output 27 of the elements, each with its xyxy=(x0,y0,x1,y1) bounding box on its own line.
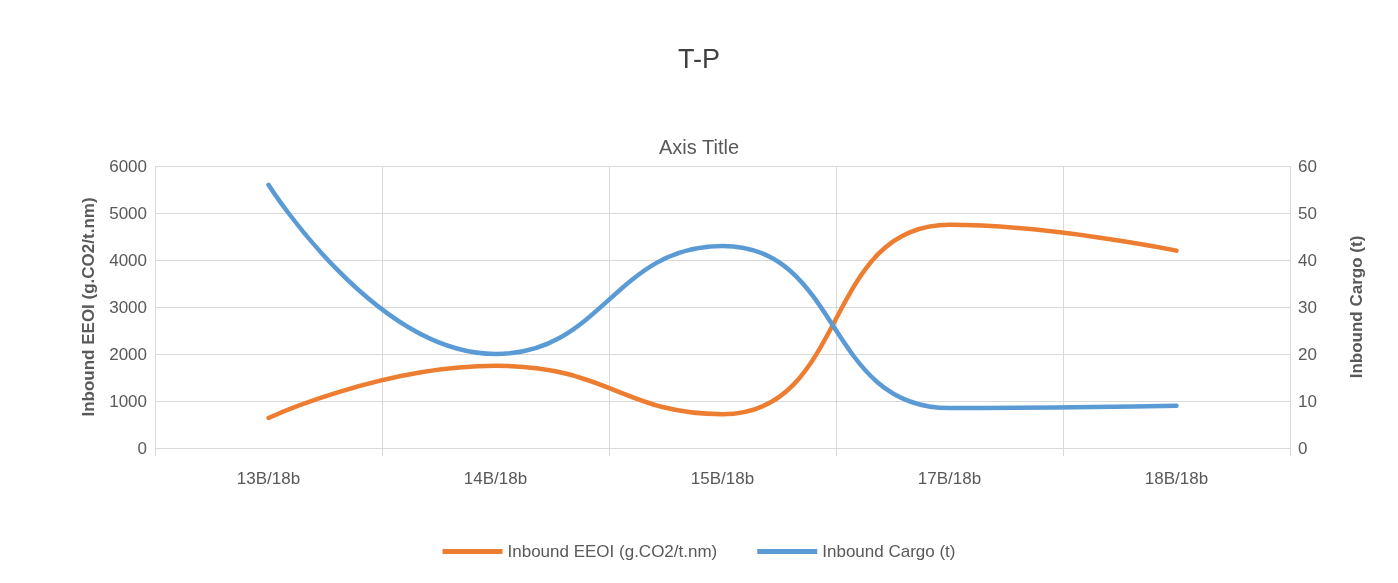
y-tick-label: 5000 xyxy=(109,203,147,223)
x-tick-label: 14B/18b xyxy=(463,469,528,488)
y-tick-label: 3000 xyxy=(109,297,147,317)
legend-label: Inbound EEOI (g.CO2/t.nm) xyxy=(507,542,718,561)
y2-tick-label: 40 xyxy=(1298,250,1317,270)
x-axis-title: Axis Title xyxy=(658,136,740,158)
y2-tick-label: 20 xyxy=(1298,344,1317,364)
x-tick-label: 15B/18b xyxy=(690,469,755,488)
y-tick-label: 6000 xyxy=(109,156,147,176)
legend-label: Inbound Cargo (t) xyxy=(822,542,956,561)
y-tick-label: 1000 xyxy=(109,391,147,411)
y2-tick-label: 60 xyxy=(1298,156,1317,176)
chart-title: T-P xyxy=(677,43,721,74)
y2-tick-label: 10 xyxy=(1298,391,1317,411)
y-tick-label: 0 xyxy=(137,438,147,458)
y-tick-label: 4000 xyxy=(109,250,147,270)
y-tick-label: 2000 xyxy=(109,344,147,364)
y2-axis-title: Inbound Cargo (t) xyxy=(1347,235,1366,379)
line-series xyxy=(266,222,1179,421)
line-series xyxy=(266,182,1179,411)
y2-tick-label: 0 xyxy=(1298,438,1308,458)
y2-tick-label: 50 xyxy=(1298,203,1317,223)
y-axis-title: Inbound EEOI (g.CO2/t.nm) xyxy=(79,197,98,417)
x-tick-label: 13B/18b xyxy=(236,469,301,488)
x-tick-label: 17B/18b xyxy=(917,469,982,488)
y2-tick-label: 30 xyxy=(1298,297,1317,317)
x-tick-label: 18B/18b xyxy=(1144,469,1209,488)
